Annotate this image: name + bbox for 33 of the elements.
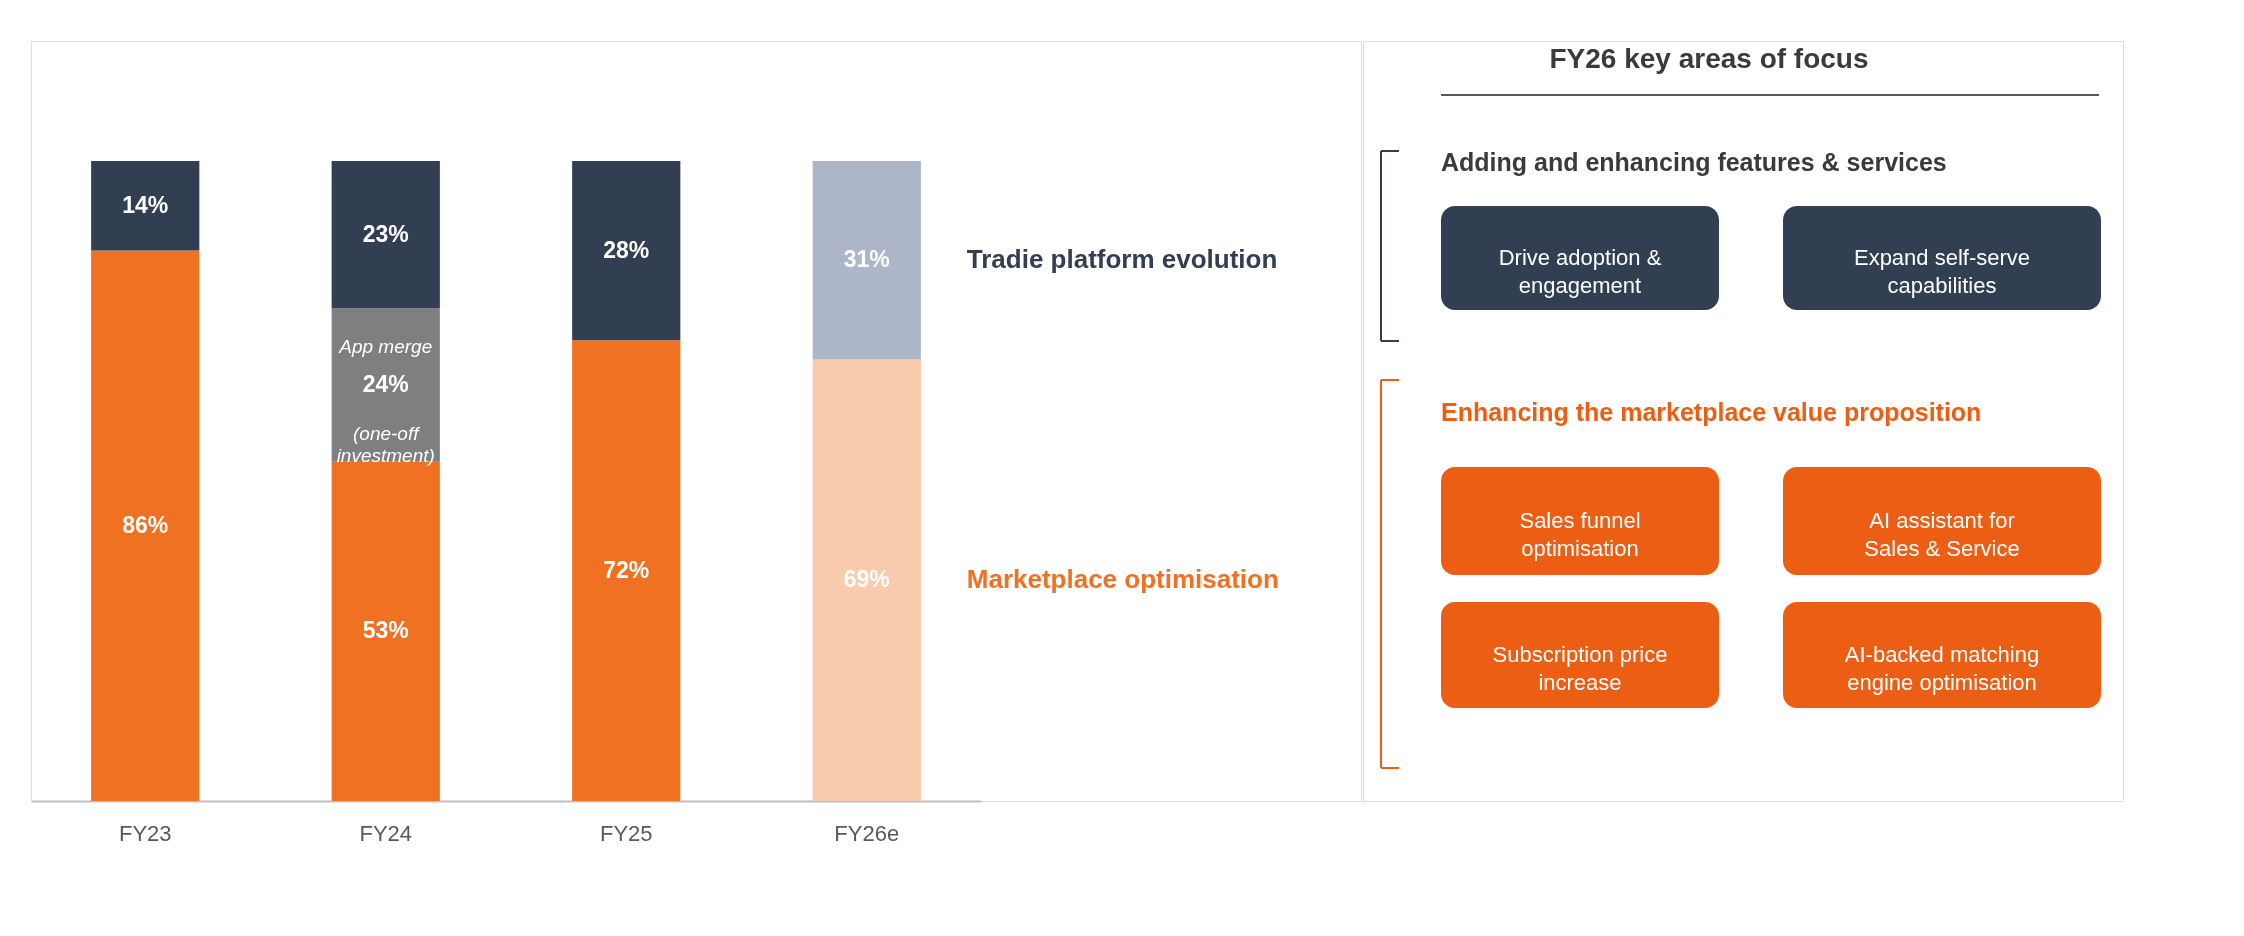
data-label: 14% xyxy=(122,191,169,218)
text: Adding and enhancing features & services xyxy=(1441,148,1947,176)
data-label: 72% xyxy=(603,556,650,583)
bar xyxy=(91,250,200,801)
text: Expand self-serve capabilities xyxy=(1853,245,2031,298)
x-tick-label: FY25 xyxy=(599,820,653,846)
data-label: 86% xyxy=(122,511,169,538)
data-label: 23% xyxy=(362,220,409,247)
text: Subscription price increase xyxy=(1492,642,1668,695)
text: Drive adoption & engagement xyxy=(1498,245,1662,298)
annotation: App merge xyxy=(338,336,433,357)
text: Sales funnel optimisation xyxy=(1519,508,1641,561)
text: FY26 key areas of focus xyxy=(1549,43,1869,74)
x-tick-label: FY23 xyxy=(118,820,172,846)
series-label: Tradie platform evolution xyxy=(966,244,1278,275)
annotation: (one-off investment) xyxy=(336,423,435,466)
data-label: 24% xyxy=(362,371,409,397)
bar xyxy=(812,161,921,360)
text: Enhancing the marketplace value proposition xyxy=(1441,398,1982,426)
text: AI assistant for Sales & Service xyxy=(1864,508,2020,561)
data-label: 31% xyxy=(843,246,890,273)
bar xyxy=(91,161,200,251)
series-label: Marketplace optimisation xyxy=(966,564,1279,595)
bar xyxy=(572,161,681,341)
data-label: 69% xyxy=(843,566,890,593)
x-tick-label: FY24 xyxy=(359,820,413,846)
bar xyxy=(812,359,921,801)
data-label: 53% xyxy=(362,617,409,644)
x-tick-label: FY26e xyxy=(834,820,900,846)
bar xyxy=(331,161,440,309)
data-label: 28% xyxy=(603,236,650,263)
text: AI-backed matching engine optimisation xyxy=(1844,642,2040,695)
bar xyxy=(572,340,681,801)
